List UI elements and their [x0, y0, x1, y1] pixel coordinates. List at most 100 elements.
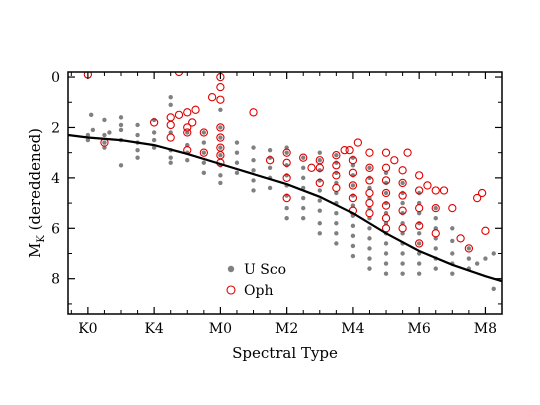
usco-point	[102, 132, 107, 138]
usco-point	[383, 241, 389, 246]
usco-point	[88, 112, 94, 118]
oph-point	[307, 163, 316, 172]
oph-point	[381, 163, 391, 172]
usco-point	[433, 246, 438, 251]
usco-point	[317, 150, 322, 155]
usco-point	[433, 205, 438, 211]
oph-point	[381, 188, 391, 198]
oph-point	[265, 156, 275, 165]
oph-point	[332, 171, 341, 180]
usco-point	[218, 135, 223, 140]
usco-point	[367, 236, 372, 241]
usco-point	[218, 173, 223, 178]
oph-point	[174, 110, 184, 120]
usco-point	[383, 271, 389, 276]
usco-point	[135, 132, 140, 138]
oph-point	[415, 186, 424, 195]
usco-point	[334, 152, 339, 158]
oph-point	[381, 148, 391, 157]
usco-point	[301, 165, 306, 170]
oph-point	[183, 108, 192, 117]
usco-point	[474, 261, 480, 266]
oph-point	[282, 158, 291, 167]
usco-point	[334, 231, 339, 236]
usco-point	[367, 256, 372, 261]
oph-point	[348, 168, 358, 177]
usco-point	[118, 115, 124, 120]
oph-point	[431, 203, 440, 213]
oph-point	[398, 206, 407, 215]
usco-point	[450, 271, 455, 276]
oph-point	[415, 239, 424, 248]
oph-point	[398, 166, 407, 175]
y-axis-title: MK (dereddened)	[26, 128, 47, 258]
x-tick-label: K4	[144, 321, 163, 337]
usco-point	[383, 261, 389, 266]
y-tick-label: 4	[51, 171, 60, 187]
oph-point	[315, 178, 324, 188]
usco-point	[301, 175, 306, 181]
oph-point	[415, 171, 424, 180]
oph-point	[216, 82, 225, 92]
legend-usco-marker	[227, 265, 235, 273]
usco-point	[135, 147, 140, 153]
y-axis: 0 2 4 6 8	[51, 70, 502, 305]
oph-point	[216, 123, 225, 132]
oph-point	[456, 234, 465, 243]
legend-usco-label: U Sco	[244, 262, 286, 278]
usco-point	[301, 195, 306, 201]
usco-point	[284, 205, 289, 211]
usco-point	[450, 226, 455, 231]
usco-point	[168, 160, 173, 165]
oph-point	[348, 193, 358, 203]
usco-point	[400, 200, 405, 206]
oph-point	[315, 163, 324, 172]
x-tick-label: M2	[275, 321, 298, 337]
oph-point	[464, 244, 474, 253]
usco-point	[201, 170, 207, 176]
usco-point	[367, 266, 372, 271]
y-tick-label: 6	[51, 221, 60, 237]
oph-point	[381, 201, 391, 210]
usco-point	[466, 256, 472, 261]
usco-point	[433, 266, 438, 271]
oph-point	[282, 173, 291, 183]
oph-point	[431, 229, 440, 238]
usco-point	[367, 246, 372, 251]
usco-point	[383, 190, 389, 196]
usco-point	[334, 221, 339, 226]
oph-point	[199, 148, 208, 157]
oph-point	[365, 188, 374, 198]
oph-point	[381, 176, 391, 185]
usco-point	[201, 130, 207, 135]
usco-point	[234, 140, 240, 145]
oph-point	[216, 95, 225, 104]
oph-point	[216, 133, 225, 142]
usco-point	[251, 178, 256, 183]
usco-point	[267, 185, 273, 191]
x-tick-label: M6	[408, 321, 431, 337]
oph-point	[149, 118, 159, 127]
oph-point	[299, 153, 308, 162]
usco-point	[118, 163, 124, 168]
usco-point	[151, 137, 157, 143]
x-axis-title: Spectral Type	[232, 344, 338, 362]
oph-point	[365, 148, 374, 157]
usco-point	[251, 188, 256, 193]
usco-point	[135, 155, 140, 160]
oph-point	[448, 203, 457, 213]
usco-point	[251, 158, 256, 163]
usco-point	[317, 198, 322, 203]
oph-point	[403, 148, 412, 157]
usco-point	[118, 127, 124, 133]
usco-point	[218, 152, 223, 158]
oph-point	[415, 203, 424, 213]
usco-point	[317, 221, 322, 226]
usco-point	[367, 165, 372, 170]
usco-point	[218, 107, 223, 113]
usco-point	[118, 122, 124, 128]
usco-point	[251, 145, 256, 150]
oph-point	[345, 145, 354, 155]
usco-point	[416, 231, 422, 236]
